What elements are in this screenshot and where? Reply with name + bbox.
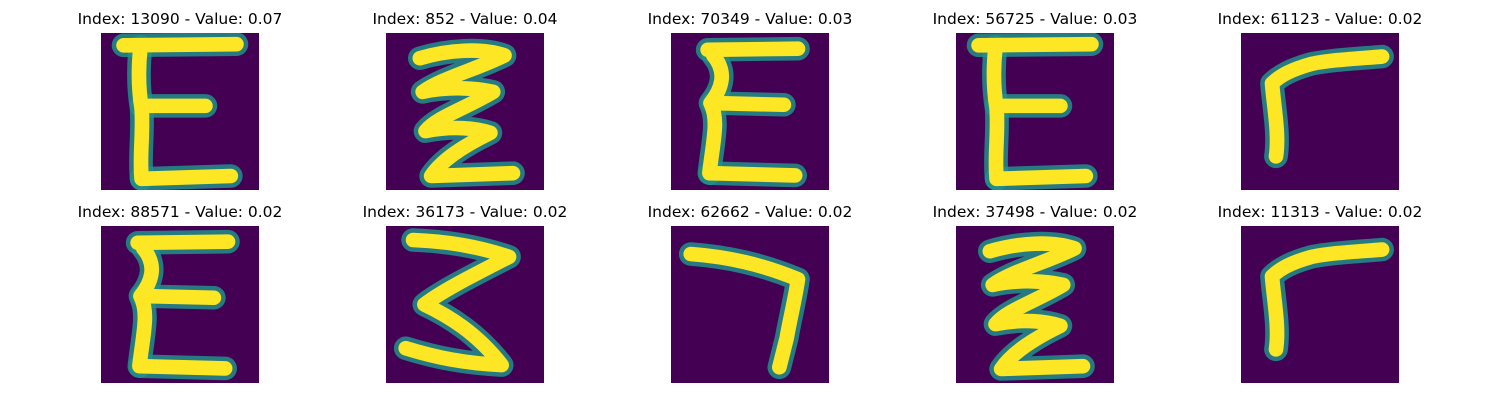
stroke-core: [1264, 242, 1390, 357]
digit-image: [671, 33, 829, 190]
digit-image: [671, 226, 829, 383]
panel-title: Index: 13090 - Value: 0.07: [77, 10, 283, 28]
stroke-core: [130, 234, 236, 251]
digit-image: [101, 226, 259, 383]
stroke-core: [982, 236, 1091, 377]
panel-title: Index: 56725 - Value: 0.03: [932, 10, 1138, 28]
panel-title: Index: 62662 - Value: 0.02: [647, 203, 853, 221]
panel-title: Index: 70349 - Value: 0.03: [647, 10, 853, 28]
panel-title: Index: 61123 - Value: 0.02: [1217, 10, 1423, 28]
panel-title: Index: 11313 - Value: 0.02: [1217, 203, 1423, 221]
stroke-core: [134, 168, 239, 187]
digit-image: [956, 33, 1114, 190]
panel-title: Index: 37498 - Value: 0.02: [932, 203, 1138, 221]
panel-title: Index: 36173 - Value: 0.02: [362, 203, 568, 221]
stroke-core: [1264, 49, 1390, 164]
stroke-core: [705, 95, 792, 113]
stroke-core: [398, 232, 517, 373]
stroke-core: [412, 43, 521, 184]
stroke-core: [703, 165, 803, 183]
digit-image: [386, 33, 544, 190]
digit-image: [1241, 33, 1399, 190]
stroke-core: [683, 246, 806, 375]
digit-image: [1241, 226, 1399, 383]
stroke-core: [133, 358, 233, 376]
panel-title: Index: 852 - Value: 0.04: [372, 10, 558, 28]
stroke-core: [700, 41, 806, 58]
digit-image: [956, 226, 1114, 383]
digit-image: [386, 226, 544, 383]
stroke-core: [135, 288, 222, 306]
panel-title: Index: 88571 - Value: 0.02: [77, 203, 283, 221]
stroke-core: [989, 168, 1094, 187]
digit-image: [101, 33, 259, 190]
